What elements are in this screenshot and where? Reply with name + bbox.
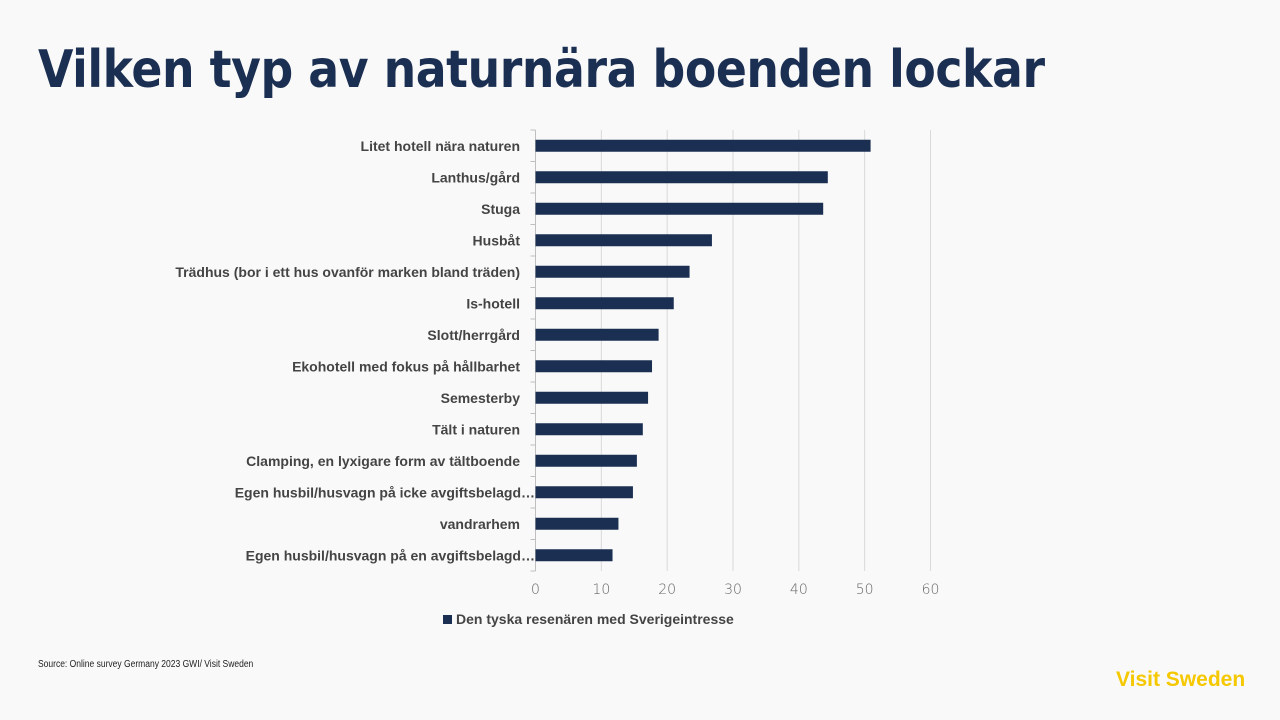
legend-label: Den tyska resenären med Sverigeintresse	[456, 611, 734, 627]
category-label: Husbåt	[473, 232, 521, 248]
x-tick-label: 60	[922, 582, 940, 598]
visit-sweden-logo: Visit Sweden	[1116, 668, 1246, 691]
category-label: Tält i naturen	[432, 421, 520, 437]
bar	[535, 549, 613, 562]
x-tick-label: 20	[658, 582, 676, 598]
bar	[535, 423, 643, 436]
category-label: Egen husbil/husvagn på en avgiftsbelagd…	[246, 547, 535, 563]
bar	[535, 454, 637, 467]
page-title: Vilken typ av naturnära boenden lockar	[38, 40, 1045, 100]
x-tick-label: 0	[531, 582, 540, 598]
category-label: Ekohotell med fokus på hållbarhet	[292, 358, 520, 374]
category-label: Litet hotell nära naturen	[361, 138, 520, 154]
legend: Den tyska resenären med Sverigeintresse	[443, 611, 734, 627]
x-tick-label: 30	[724, 582, 742, 598]
category-label: Trädhus (bor i ett hus ovanför marken bl…	[175, 264, 520, 280]
category-label: Lanthus/gård	[431, 169, 520, 185]
category-label: Is-hotell	[466, 295, 520, 311]
category-label: Clamping, en lyxigare form av tältboende	[246, 453, 520, 469]
category-label: Semesterby	[441, 390, 521, 406]
category-label: Slott/herrgård	[427, 327, 520, 343]
bar	[535, 297, 674, 310]
bar	[535, 139, 871, 152]
bar	[535, 234, 712, 247]
bar	[535, 328, 659, 341]
bar	[535, 360, 653, 373]
bar	[535, 486, 633, 499]
category-label: Egen husbil/husvagn på icke avgiftsbelag…	[235, 484, 535, 500]
x-tick-label: 10	[592, 582, 610, 598]
bar	[535, 202, 824, 215]
x-tick-label: 40	[790, 582, 808, 598]
bar	[535, 171, 828, 184]
source-note: Source: Online survey Germany 2023 GWI/ …	[38, 659, 254, 670]
category-label: vandrarhem	[440, 516, 520, 532]
x-tick-label: 50	[856, 582, 874, 598]
bar	[535, 265, 690, 278]
legend-swatch	[443, 614, 452, 624]
bar	[535, 391, 649, 404]
bar	[535, 517, 619, 530]
category-label: Stuga	[481, 201, 520, 217]
